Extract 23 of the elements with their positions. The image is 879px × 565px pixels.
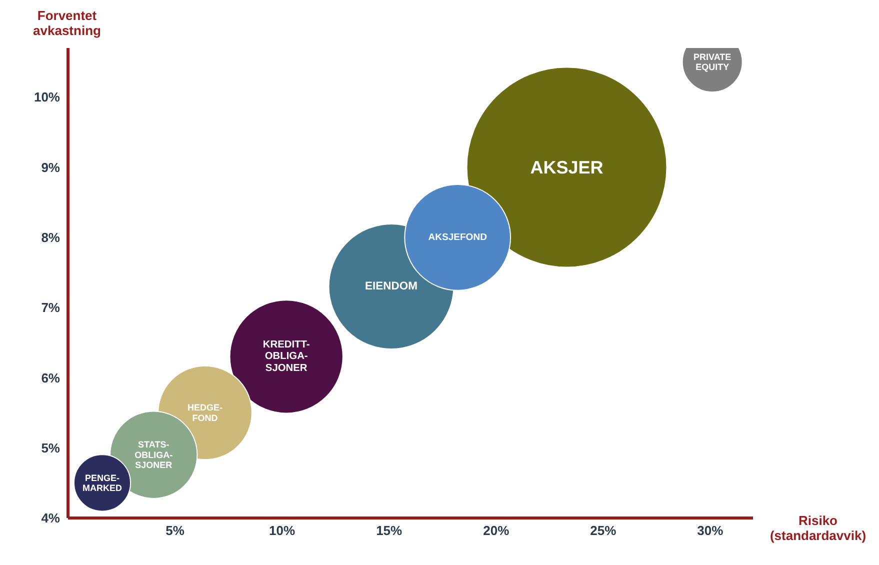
x-tick-label: 25% (590, 523, 617, 538)
y-tick-label: 6% (41, 370, 60, 386)
series-label: EIENDOM (365, 280, 418, 293)
series-label: STATS-OBLIGA-SJONER (134, 440, 173, 470)
series-label: HEDGE-FOND (187, 402, 223, 423)
y-axis-title: Forventet avkastning (32, 8, 102, 38)
series-label: PRIVATE EQUITY (693, 52, 732, 72)
y-tick-label: 9% (41, 160, 60, 175)
x-tick-label: 30% (697, 523, 724, 538)
series-label: KREDITT-OBLIGA-SJONER (262, 339, 310, 374)
y-tick-label: 10% (34, 90, 60, 105)
series-label: PENGE-MARKED (82, 472, 122, 494)
y-tick-label: 4% (41, 510, 60, 526)
x-tick-label: 20% (483, 523, 510, 538)
x-tick-label: 10% (269, 523, 296, 538)
series-label: AKSJER (530, 157, 604, 178)
x-tick-label: 5% (166, 523, 185, 538)
x-tick-label: 15% (376, 523, 403, 538)
x-axis-title: Risiko (standardavvik) (768, 513, 868, 543)
y-tick-label: 5% (41, 440, 60, 456)
y-tick-label: 7% (41, 300, 60, 316)
series-label: AKSJEFOND (428, 232, 488, 243)
y-tick-label: 8% (41, 230, 60, 246)
